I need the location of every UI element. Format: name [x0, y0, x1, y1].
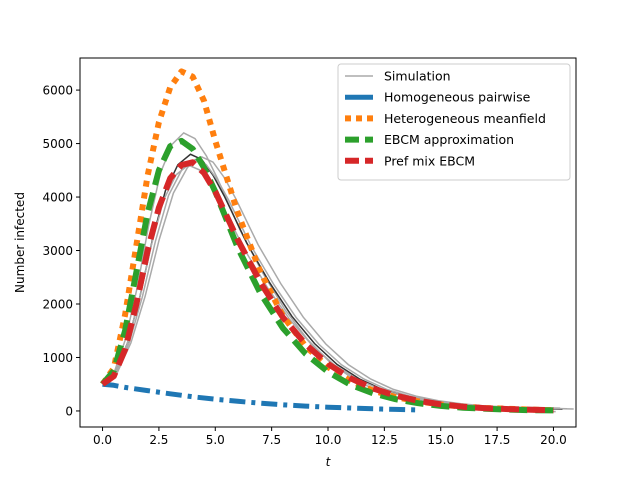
x-tick-label: 20.0	[540, 433, 567, 447]
y-tick-label: 5000	[42, 137, 73, 151]
y-tick-label: 2000	[42, 298, 73, 312]
y-tick-label: 6000	[42, 84, 73, 98]
series-line-homogeneous-pairwise	[102, 381, 419, 413]
plot-area	[100, 68, 574, 414]
x-tick-label: 5.0	[206, 433, 225, 447]
legend-label: Pref mix EBCM	[384, 153, 475, 168]
x-tick-label: 0.0	[93, 433, 112, 447]
x-axis-label: t	[326, 455, 332, 469]
y-axis: 0 1000 2000 3000 4000 5000 6000	[42, 84, 80, 418]
y-tick-label: 1000	[42, 351, 73, 365]
x-tick-label: 12.5	[371, 433, 398, 447]
x-axis: 0.0 2.5 5.0 7.5 10.0 12.5 15.0 17.5 20.0	[93, 427, 567, 447]
legend-label: EBCM approximation	[384, 132, 514, 147]
y-axis-label: Number infected	[13, 192, 27, 293]
x-tick-label: 7.5	[262, 433, 281, 447]
x-tick-label: 17.5	[484, 433, 511, 447]
legend-label: Simulation	[384, 69, 451, 84]
y-tick-label: 3000	[42, 244, 73, 258]
series-line-heterogeneous-meanfield	[100, 68, 554, 414]
x-tick-label: 15.0	[427, 433, 454, 447]
y-tick-label: 4000	[42, 191, 73, 205]
legend: Simulation Homogeneous pairwise Heterogene…	[337, 63, 571, 181]
x-tick-label: 2.5	[149, 433, 168, 447]
x-tick-label: 10.0	[315, 433, 342, 447]
series-line-pref-mix-ebcm	[100, 159, 554, 414]
y-tick-label: 0	[65, 404, 73, 418]
legend-label: Homogeneous pairwise	[384, 90, 531, 105]
legend-label: Heterogeneous meanfield	[384, 111, 546, 126]
legend-box	[337, 63, 571, 181]
